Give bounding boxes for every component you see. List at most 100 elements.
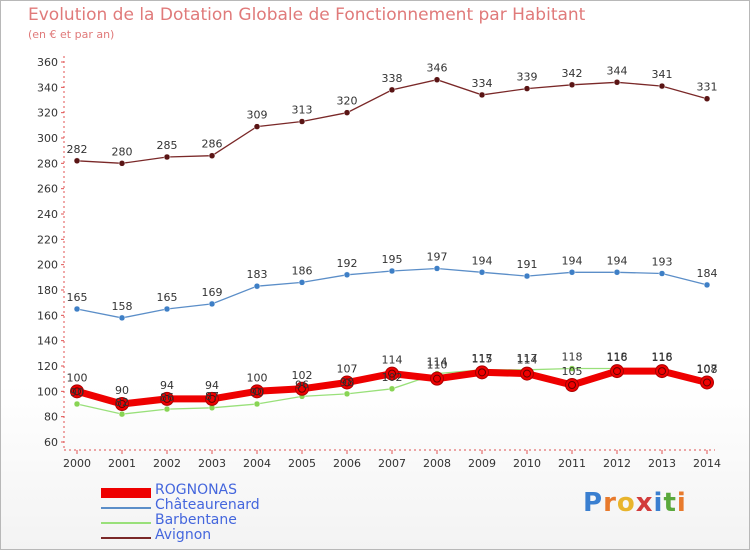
data-point-rognonas [340,375,354,390]
legend-label-rognonas: ROGNONAS [155,482,238,498]
data-label-chateaurenard: 192 [337,257,358,270]
data-label-barbentane: 118 [562,351,583,364]
y-tick-label: 300 [37,132,58,145]
data-point-ring-rognonas [343,378,351,387]
data-label-rognonas: 94 [205,379,219,392]
data-label-rognonas: 116 [652,351,673,364]
data-label-barbentane: 117 [472,352,493,365]
data-point-rognonas [475,365,489,380]
data-point-avignon [388,86,396,94]
y-tick-label: 280 [37,157,58,170]
x-tick-label: 2011 [558,457,586,470]
data-label-rognonas: 116 [607,351,628,364]
data-point-chateaurenard [568,269,576,276]
data-label-avignon: 331 [697,81,718,94]
data-point-avignon [523,85,531,92]
data-point-ring-rognonas [523,369,531,378]
data-point-ring-rognonas [658,367,666,376]
data-point-avignon [208,152,216,159]
data-point-chateaurenard [703,281,711,289]
logo-letter: x [635,488,654,518]
data-label-avignon: 280 [112,145,133,158]
data-label-rognonas: 105 [562,365,583,378]
x-tick-label: 2003 [198,457,226,470]
data-label-avignon: 320 [337,95,358,108]
data-label-avignon: 313 [292,104,313,117]
data-point-rognonas [655,364,669,379]
data-point-avignon [163,153,171,161]
data-label-rognonas: 115 [472,352,493,365]
data-point-barbentane [568,365,576,372]
logo-letter: P [583,488,604,518]
data-point-rognonas [430,371,444,386]
data-label-avignon: 309 [247,109,268,122]
data-point-barbentane [163,405,171,413]
x-tick-label: 2007 [378,457,406,470]
data-label-chateaurenard: 194 [472,254,493,267]
data-point-rognonas [250,384,264,399]
x-tick-label: 2002 [153,457,181,470]
data-label-chateaurenard: 194 [607,254,628,267]
data-point-chateaurenard [298,279,306,286]
y-tick-label: 140 [37,335,58,348]
data-label-rognonas: 114 [517,354,538,367]
data-label-rognonas: 100 [67,371,88,384]
data-label-chateaurenard: 193 [652,256,673,269]
data-label-chateaurenard: 165 [157,291,178,304]
data-label-chateaurenard: 194 [562,254,583,267]
logo-letter: t [663,488,677,518]
data-point-rognonas [295,381,309,396]
x-tick-label: 2005 [288,457,316,470]
data-label-rognonas: 110 [427,359,448,372]
logo-letter: i [676,488,687,518]
y-tick-label: 320 [37,107,58,120]
data-point-barbentane [118,410,126,418]
y-tick-label: 240 [37,208,58,221]
data-label-avignon: 339 [517,71,538,84]
data-point-rognonas [700,375,714,390]
data-label-barbentane: 117 [517,352,538,365]
data-point-avignon [613,79,621,86]
legend-swatch-avignon [101,537,151,539]
legend-label-avignon: Avignon [155,527,212,543]
data-point-ring-rognonas [253,387,261,396]
data-label-barbentane: 87 [205,390,219,403]
x-tick-label: 2006 [333,457,361,470]
y-tick-label: 180 [37,284,58,297]
data-point-rognonas [385,366,399,381]
data-point-ring-rognonas [208,394,216,403]
data-label-barbentane: 118 [607,351,628,364]
data-point-chateaurenard [208,300,216,308]
data-point-chateaurenard [388,267,396,275]
data-point-chateaurenard [523,272,531,280]
data-label-chateaurenard: 184 [697,267,718,280]
y-tick-label: 60 [44,436,58,449]
data-point-ring-rognonas [703,378,711,387]
data-label-avignon: 285 [157,139,178,152]
data-point-ring-rognonas [568,381,576,389]
data-point-ring-rognonas [388,369,396,378]
data-label-barbentane: 86 [160,391,174,404]
data-point-ring-rognonas [298,384,306,393]
data-label-barbentane: 82 [115,396,129,409]
data-point-chateaurenard [658,270,666,277]
data-point-avignon [703,95,711,102]
y-tick-label: 340 [37,81,58,94]
data-label-barbentane: 96 [295,378,309,391]
chart-subtitle: (en € et par an) [28,28,115,41]
data-point-avignon [433,76,441,83]
data-point-rognonas [520,366,534,381]
legend-label-barbentane: Barbentane [155,512,237,528]
y-tick-label: 80 [44,411,58,424]
data-point-chateaurenard [253,282,261,290]
data-point-avignon [253,123,261,130]
proxiti-logo: Proxiti [583,488,687,518]
data-label-chateaurenard: 169 [202,286,223,299]
data-label-chateaurenard: 165 [67,291,88,304]
data-point-barbentane [343,390,351,398]
data-point-avignon [298,118,306,125]
data-label-barbentane: 108 [697,363,718,376]
data-label-rognonas: 114 [382,354,403,367]
data-point-rognonas [160,391,174,406]
